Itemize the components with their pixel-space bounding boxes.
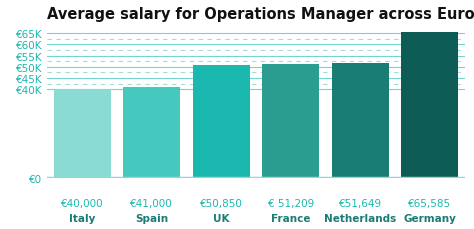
- Text: € 51,209: € 51,209: [268, 198, 314, 208]
- Text: Spain: Spain: [135, 213, 168, 223]
- Bar: [193, 65, 250, 179]
- Text: Netherlands: Netherlands: [324, 213, 396, 223]
- Bar: [401, 33, 458, 179]
- Text: €51,649: €51,649: [339, 198, 382, 208]
- Bar: [123, 87, 180, 179]
- Bar: [54, 90, 110, 179]
- Text: France: France: [271, 213, 310, 223]
- Text: UK: UK: [213, 213, 229, 223]
- Bar: [332, 64, 389, 179]
- Text: €41,000: €41,000: [130, 198, 173, 208]
- Text: €40,000: €40,000: [61, 198, 103, 208]
- Text: Italy: Italy: [69, 213, 95, 223]
- Text: €50,850: €50,850: [200, 198, 243, 208]
- Text: Average salary for Operations Manager across Europe: Average salary for Operations Manager ac…: [47, 7, 474, 22]
- Bar: [262, 65, 319, 179]
- Text: €65,585: €65,585: [408, 198, 451, 208]
- Text: Germany: Germany: [403, 213, 456, 223]
